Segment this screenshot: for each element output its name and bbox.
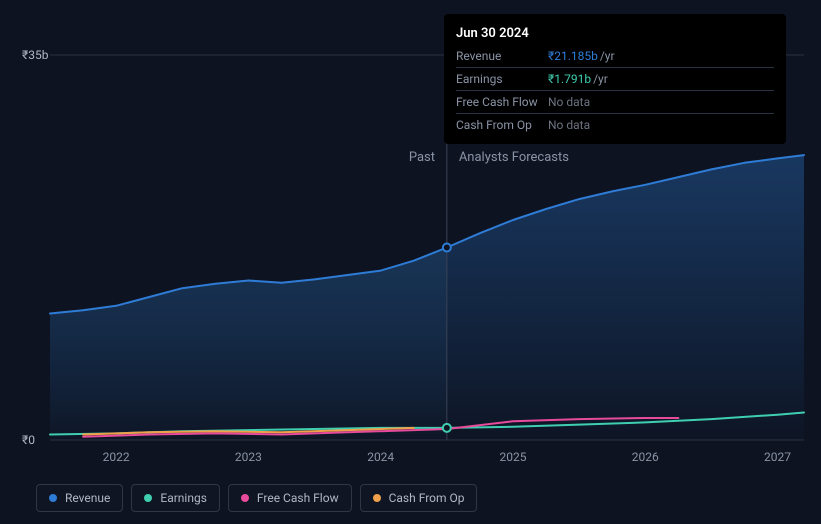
tooltip-metric-value: No data [548, 118, 774, 132]
tooltip-date: Jun 30 2024 [456, 22, 774, 45]
tooltip-metric-value: ₹21.185b/yr [548, 49, 774, 63]
legend-item-fcf[interactable]: Free Cash Flow [228, 484, 352, 512]
tooltip-row: Cash From OpNo data [456, 113, 774, 136]
chart-tooltip: Jun 30 2024 Revenue₹21.185b/yrEarnings₹1… [444, 14, 786, 144]
tooltip-metric-value: No data [548, 95, 774, 109]
x-tick-label: 2024 [367, 450, 394, 464]
legend-label: Earnings [160, 491, 207, 505]
tooltip-row: Earnings₹1.791b/yr [456, 67, 774, 90]
legend-dot-icon [49, 494, 57, 502]
forecast-region-label: Analysts Forecasts [459, 150, 569, 165]
y-tick-label: ₹0 [22, 433, 35, 447]
legend-label: Free Cash Flow [257, 491, 339, 505]
financial-forecast-chart: ₹0 ₹35b 2022 2023 2024 2025 2026 2027 Past Ana… [18, 0, 804, 524]
y-tick-label: ₹35b [22, 48, 48, 62]
tooltip-row: Revenue₹21.185b/yr [456, 45, 774, 67]
legend-item-revenue[interactable]: Revenue [36, 484, 123, 512]
x-tick-label: 2025 [499, 450, 526, 464]
legend-item-earnings[interactable]: Earnings [131, 484, 220, 512]
legend-item-cfo[interactable]: Cash From Op [360, 484, 478, 512]
chart-legend: Revenue Earnings Free Cash Flow Cash From O… [36, 484, 477, 512]
tooltip-rows: Revenue₹21.185b/yrEarnings₹1.791b/yrFree… [456, 45, 774, 136]
past-region-label: Past [409, 150, 435, 165]
legend-dot-icon [373, 494, 381, 502]
legend-dot-icon [144, 494, 152, 502]
tooltip-metric-label: Free Cash Flow [456, 95, 548, 109]
x-tick-label: 2026 [632, 450, 659, 464]
tooltip-metric-label: Earnings [456, 72, 548, 86]
tooltip-metric-value: ₹1.791b/yr [548, 72, 774, 86]
legend-label: Cash From Op [389, 491, 465, 505]
x-tick-label: 2027 [764, 450, 791, 464]
x-tick-label: 2023 [235, 450, 262, 464]
legend-dot-icon [241, 494, 249, 502]
x-tick-label: 2022 [103, 450, 130, 464]
tooltip-metric-label: Revenue [456, 49, 548, 63]
tooltip-metric-label: Cash From Op [456, 118, 548, 132]
legend-label: Revenue [65, 491, 110, 505]
tooltip-row: Free Cash FlowNo data [456, 90, 774, 113]
